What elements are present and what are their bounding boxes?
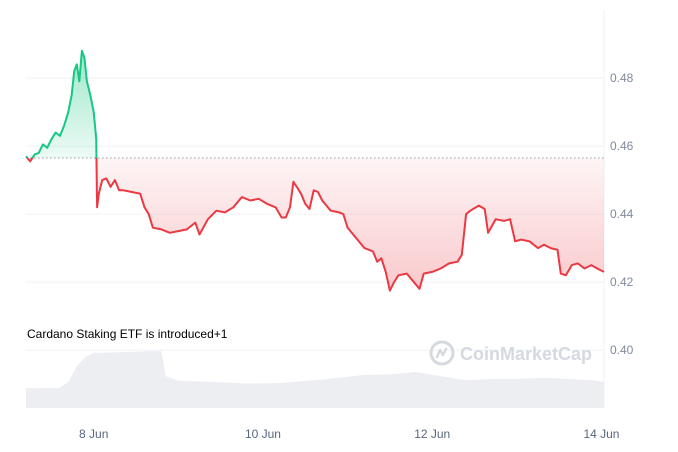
y-tick-label: 0.48 <box>610 71 634 85</box>
y-tick-label: 0.44 <box>610 207 634 221</box>
event-annotation[interactable]: Cardano Staking ETF is introduced+1 <box>27 327 228 341</box>
price-line-up[interactable] <box>25 49 604 291</box>
x-tick-label: 12 Jun <box>414 427 450 441</box>
watermark-text: CoinMarketCap <box>460 344 592 364</box>
x-tick-label: 10 Jun <box>245 427 281 441</box>
price-line-down[interactable] <box>26 51 605 292</box>
x-axis: 8 Jun 10 Jun 12 Jun 14 Jun <box>79 427 619 441</box>
x-tick-label: 8 Jun <box>79 427 108 441</box>
y-tick-label: 0.46 <box>610 139 634 153</box>
y-axis: 0.48 0.46 0.44 0.42 0.40 <box>610 71 634 357</box>
volume-area <box>26 351 604 408</box>
coinmarketcap-logo-icon <box>429 340 455 366</box>
watermark: CoinMarketCap <box>429 340 592 366</box>
x-tick-label: 14 Jun <box>583 427 619 441</box>
loss-area <box>26 157 604 291</box>
y-tick-label: 0.42 <box>610 275 634 289</box>
grid-lines <box>26 77 604 351</box>
gain-area <box>26 50 97 158</box>
y-tick-label: 0.40 <box>610 343 634 357</box>
